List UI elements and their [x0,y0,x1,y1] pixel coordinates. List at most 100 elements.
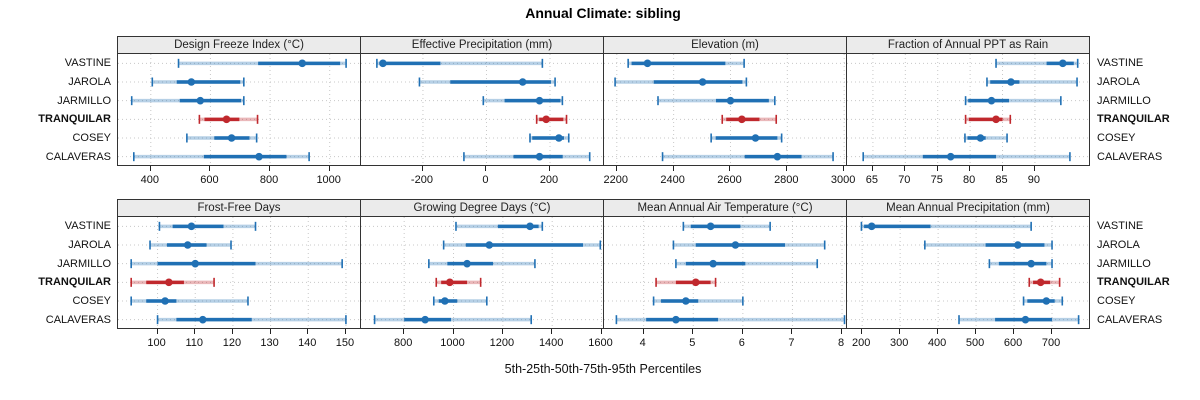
x-axis-tick-label: 120 [222,337,242,349]
percentile-bar-jarola [924,240,1053,250]
x-axis-tick-label: -200 [410,174,433,186]
x-axis-tick [692,329,694,334]
x-axis-tick [969,166,971,171]
percentile-bar-tranquilar [535,114,568,124]
x-axis-tick-label: 90 [1027,174,1041,186]
site-label-right-cosey: COSEY [1097,132,1136,144]
x-axis-tick [1001,166,1003,171]
panel-frost-free-days [117,217,361,329]
panel-strip-title: Design Freeze Index (°C) [174,39,304,51]
x-axis-tick-label: 1600 [588,337,613,349]
x-axis-tick [421,166,423,171]
x-axis-tick-label: 3000 [830,174,856,186]
percentile-bar-jarola [442,240,602,250]
x-axis-tick [786,166,788,171]
x-axis-tick [156,329,158,334]
percentile-bar-jarmillo [675,259,819,269]
percentile-bar-tranquilar [721,114,778,124]
x-axis-tick [269,166,271,171]
x-axis-tick-label: 200 [539,174,559,186]
x-axis-tick-label: 400 [140,174,159,186]
percentile-bar-tranquilar [130,277,215,287]
percentile-bar-jarmillo [130,96,245,106]
x-axis-tick [328,166,330,171]
x-axis-tick-label: 1200 [489,337,515,349]
percentile-bar-vastine [376,58,544,68]
site-label-right-tranquilar: TRANQUILAR [1097,113,1170,126]
x-axis-tick-label: 400 [927,337,947,349]
site-label-right-calaveras: CALAVERAS [1097,150,1163,163]
x-axis-tick [904,166,906,171]
x-axis-tick-label: 1000 [316,174,341,186]
x-axis-tick-label: 0 [482,174,489,186]
percentile-bar-calaveras [373,315,533,325]
x-axis-tick-label: 150 [335,337,355,349]
x-axis-tick [741,329,743,334]
panel-mean-annual-precipitation-mm [846,217,1090,329]
x-axis-tick-label: 500 [965,337,985,349]
x-axis-tick-label: 65 [865,174,879,186]
x-axis-tick-label: 85 [995,174,1008,186]
x-axis-tick [936,166,938,171]
percentile-bar-calaveras [463,152,591,162]
percentile-bar-jarola [149,240,232,250]
panel-strip-title: Growing Degree Days (°C) [413,202,551,214]
site-label-right-jarmillo: JARMILLO [1097,257,1151,270]
x-axis-tick-label: 70 [898,174,911,186]
site-label-left-jarmillo: JARMILLO [57,94,111,107]
x-axis-tick-label: 200 [852,337,871,349]
percentile-bar-cosey [529,133,570,143]
site-label-left-calaveras: CALAVERAS [45,150,111,163]
x-axis-tick [549,166,550,171]
percentile-bar-jarola [418,77,556,87]
x-axis-tick [1033,166,1035,171]
percentile-bar-vastine [995,58,1079,68]
x-axis-tick-label: 8 [837,337,845,349]
x-axis-tick [841,329,843,334]
percentile-bar-calaveras [156,315,347,325]
x-axis-tick-label: 2400 [660,174,685,186]
panel-plot-effective-precipitation-mm [361,54,604,166]
percentile-bar-vastine [158,221,257,231]
panel-strip-elevation-m: Elevation (m) [603,36,847,54]
percentile-bar-cosey [432,296,488,306]
site-label-left-tranquilar: TRANQUILAR [38,113,111,126]
panel-strip-title: Fraction of Annual PPT as Rain [887,39,1049,51]
x-axis-tick [149,166,151,171]
panel-strip-title: Frost-Free Days [197,202,281,214]
panel-strip-title: Mean Annual Precipitation (mm) [886,202,1050,214]
x-axis-tick [871,166,873,171]
x-axis-tick-label: 130 [260,337,279,349]
x-axis-tick [615,166,617,171]
x-axis-tick-label: 700 [1041,337,1061,349]
percentile-bar-cosey [652,296,744,306]
percentile-bar-tranquilar [435,277,482,287]
x-axis-tick-label: 100 [147,337,166,349]
panel-fraction-of-annual-ppt-as-rain [846,54,1090,166]
percentile-bar-jarmillo [130,259,343,269]
panel-design-freeze-index-c [117,54,361,166]
panel-strip-design-freeze-index-c: Design Freeze Index (°C) [117,36,361,54]
panel-plot-mean-annual-precipitation-mm [847,217,1090,329]
x-axis-tick [485,166,487,171]
percentile-bar-calaveras [862,152,1071,162]
x-axis-tick [551,329,553,334]
x-axis-tick-label: 2800 [774,174,799,186]
x-axis-tick [344,329,346,334]
site-label-left-cosey: COSEY [72,295,111,307]
percentile-bar-vastine [860,221,1032,231]
site-label-left-tranquilar: TRANQUILAR [38,276,111,289]
x-axis-tick [642,329,644,334]
x-axis-tick [600,329,602,334]
site-label-left-jarmillo: JARMILLO [57,257,111,270]
panel-plot-design-freeze-index-c [118,54,361,166]
percentile-bar-vastine [682,221,771,231]
x-axis-tick [899,329,901,334]
x-axis-tick-label: 80 [962,174,976,186]
panel-plot-fraction-of-annual-ppt-as-rain [847,54,1090,166]
panel-plot-growing-degree-days-c [361,217,604,329]
x-axis-tick [269,329,271,334]
x-axis-tick-label: 600 [1003,337,1023,349]
site-label-right-tranquilar: TRANQUILAR [1097,276,1170,289]
percentile-bar-calaveras [615,315,846,325]
